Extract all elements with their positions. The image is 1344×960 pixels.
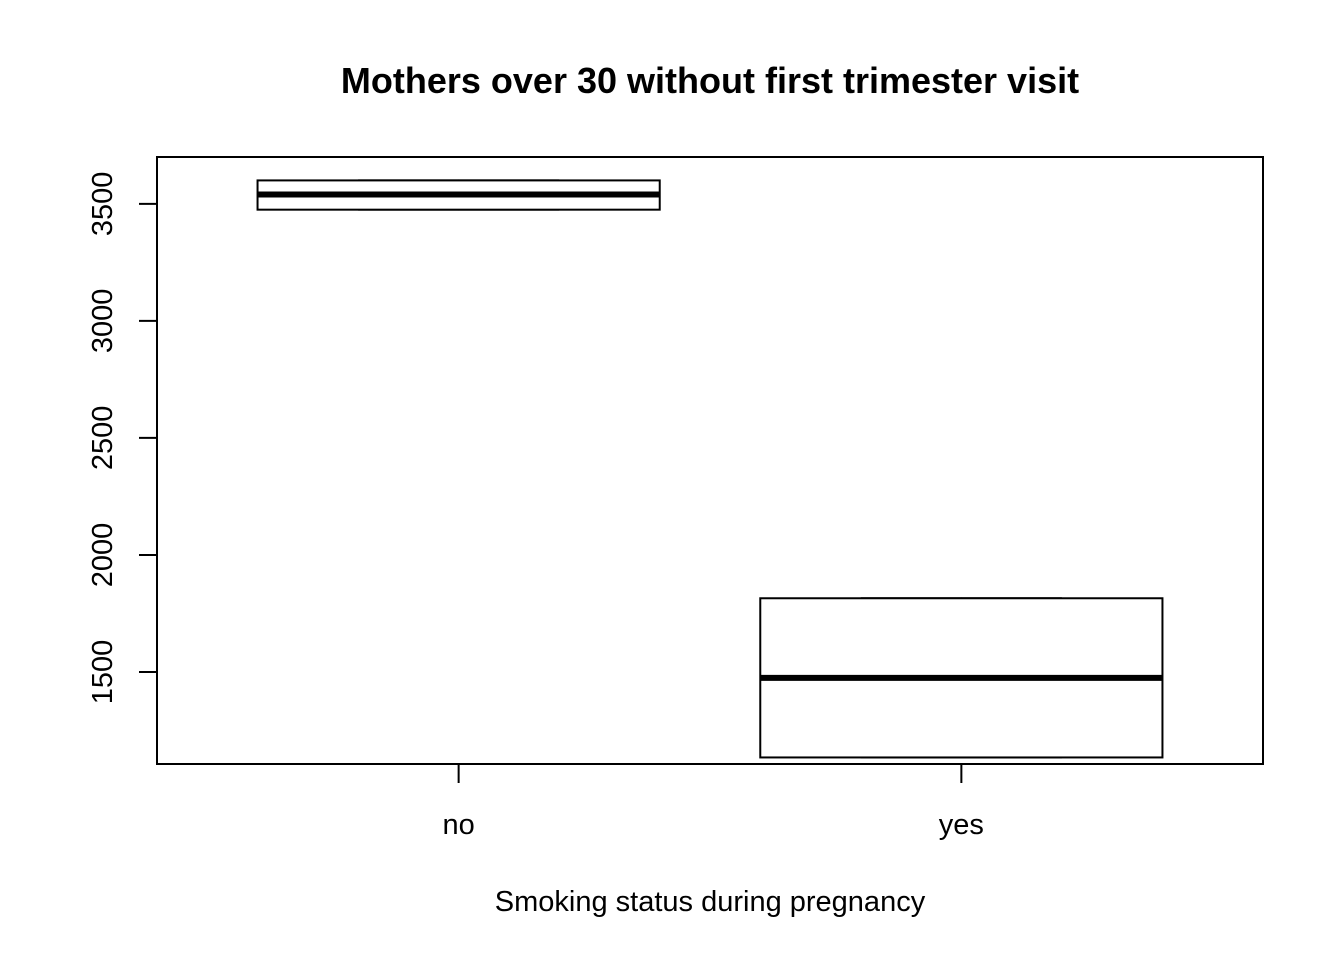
boxes-group bbox=[256, 179, 1164, 759]
y-tick-label: 3000 bbox=[87, 289, 119, 354]
y-axis: 1500 2000 2500 3000 3500 bbox=[87, 172, 158, 705]
y-tick-label: 1500 bbox=[87, 640, 119, 705]
y-tick-label: 2500 bbox=[87, 406, 119, 471]
y-tick-label: 3500 bbox=[87, 172, 119, 237]
y-tick-label: 2000 bbox=[87, 523, 119, 588]
chart-title: Mothers over 30 without first trimester … bbox=[341, 60, 1079, 101]
x-tick-label: yes bbox=[939, 809, 984, 841]
x-axis: no yes bbox=[443, 764, 984, 841]
x-tick-label: no bbox=[443, 809, 475, 841]
x-axis-label: Smoking status during pregnancy bbox=[495, 886, 926, 918]
